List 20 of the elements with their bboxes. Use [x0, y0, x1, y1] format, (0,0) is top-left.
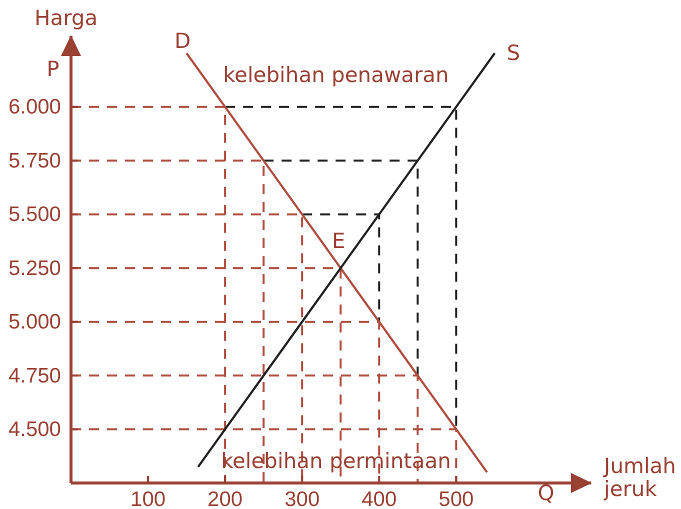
- y-tick-label: 5.000: [8, 310, 61, 334]
- x-tick-label: 300: [284, 488, 320, 509]
- y-tick-label: 4.500: [8, 418, 61, 441]
- annotation: E: [332, 229, 346, 254]
- x-tick-label: 100: [130, 488, 166, 509]
- y-tick-label: 4.750: [8, 364, 61, 388]
- y-tick-label: 5.750: [8, 149, 61, 172]
- text: P: [46, 57, 60, 81]
- annotation: Q: [538, 481, 554, 505]
- y-tick-label: 5.250: [8, 256, 61, 280]
- series-label: S: [506, 41, 520, 66]
- x-axis-title: Jumlah jeruk: [602, 454, 681, 501]
- annotation: kelebihan penawaran: [223, 63, 449, 87]
- y-tick-label: 6.000: [8, 96, 61, 119]
- x-tick-label: 500: [438, 488, 474, 509]
- y-tick-label: 5.500: [8, 203, 61, 226]
- x-tick-label: 200: [208, 488, 243, 509]
- series-label: D: [174, 29, 191, 54]
- x-tick-label: 400: [362, 488, 397, 509]
- y-axis-title: Harga: [34, 6, 98, 30]
